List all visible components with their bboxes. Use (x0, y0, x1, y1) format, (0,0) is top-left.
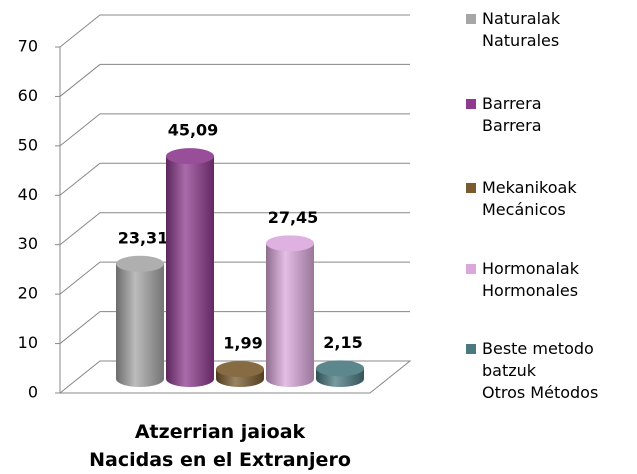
legend-item: Barrera Barrera (466, 93, 542, 137)
y-tick-label: 60 (18, 86, 38, 105)
legend-label: Mekanikoak Mecánicos (482, 178, 577, 219)
bar (166, 156, 214, 387)
grid-line (59, 63, 410, 97)
y-tick-label: 0 (28, 383, 38, 402)
y-tick-label: 10 (18, 333, 38, 352)
legend-label: Naturalak Naturales (482, 9, 561, 50)
legend-swatch (466, 183, 476, 193)
legend-item: Hormonalak Hormonales (466, 258, 579, 302)
y-tick-label: 20 (18, 284, 38, 303)
legend-swatch (466, 344, 476, 354)
legend-swatch (466, 14, 476, 24)
floor (58, 360, 412, 394)
bar-top (166, 148, 214, 165)
legend-label: Hormonalak Hormonales (482, 259, 579, 300)
legend-item: Beste metodo batzuk Otros Métodos (466, 338, 598, 404)
grid-line (59, 162, 410, 196)
grid-line (59, 261, 410, 295)
bar-top (266, 235, 314, 252)
value-label: 27,45 (268, 208, 319, 227)
legend-item: Naturalak Naturales (466, 8, 560, 52)
category-label: Atzerrian jaioak Nacidas en el Extranjer… (89, 421, 351, 471)
legend-swatch (466, 99, 476, 109)
legend-label: Beste metodo batzuk Otros Métodos (482, 339, 599, 402)
y-tick-label: 50 (18, 135, 38, 154)
bar-top (116, 255, 164, 272)
legend-swatch (466, 264, 476, 274)
grid-line (59, 212, 410, 246)
value-label: 45,09 (168, 121, 219, 140)
y-tick-label: 30 (18, 234, 38, 253)
legend-item: Mekanikoak Mecánicos (466, 177, 577, 221)
grid-line (59, 14, 410, 48)
bar (116, 263, 164, 387)
legend-label: Barrera Barrera (482, 94, 542, 135)
value-label: 2,15 (323, 333, 362, 352)
bar-top (216, 361, 264, 378)
grid-line (59, 113, 410, 147)
bar (266, 243, 314, 387)
y-tick-label: 70 (18, 37, 38, 56)
value-label: 23,31 (118, 228, 169, 247)
bar-top (316, 360, 364, 377)
value-label: 1,99 (223, 334, 262, 353)
y-tick-label: 40 (18, 185, 38, 204)
